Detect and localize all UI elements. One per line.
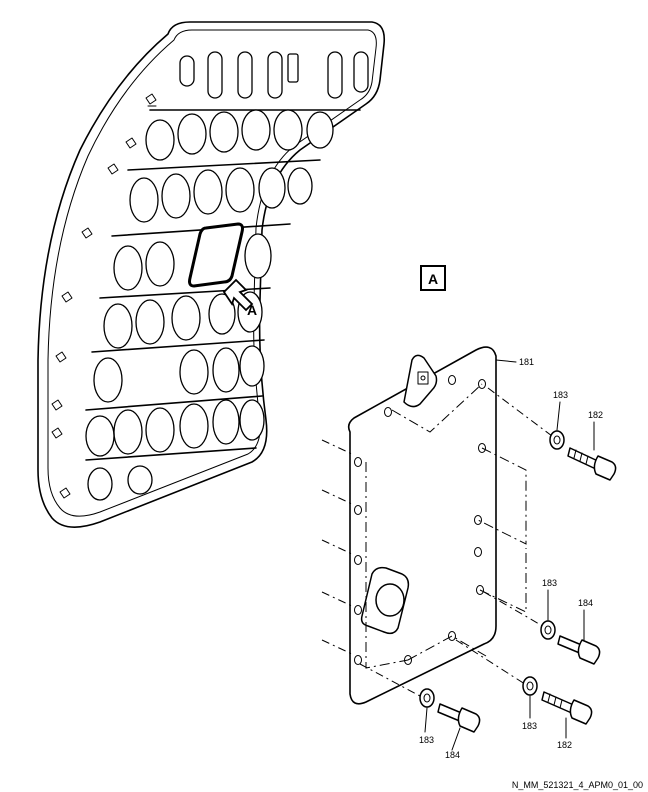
- callout-184-bottom-left: 184: [445, 750, 460, 760]
- bolt-182-top: [567, 447, 617, 481]
- callout-182-bottom-right: 182: [557, 740, 572, 750]
- seat-backrest-frame: A: [37, 21, 386, 528]
- callout-183-mid: 183: [542, 578, 557, 588]
- washer-183-bottom-right: [522, 676, 538, 696]
- round-button: [375, 583, 405, 617]
- view-label: A: [428, 271, 438, 287]
- side-clips: [51, 93, 157, 499]
- washer-183-mid: [540, 620, 556, 640]
- top-bracket: [403, 354, 438, 408]
- alignment-lines: [321, 387, 553, 697]
- top-slots: [179, 51, 369, 99]
- view-arrow: [222, 278, 254, 312]
- arrow-label: A: [247, 302, 257, 318]
- cover-panel: [347, 346, 527, 705]
- callout-184-mid: 184: [578, 598, 593, 608]
- washer-183-bottom-left: [419, 688, 435, 708]
- bolt-184-mid: [557, 635, 601, 665]
- view-a-label-box: A: [420, 265, 446, 291]
- reference-code: N_MM_521321_4_APM0_01_00: [512, 780, 643, 790]
- washer-183-top: [549, 430, 565, 450]
- callout-183-bottom-right: 183: [522, 721, 537, 731]
- bolt-182-bottom-right: [541, 691, 593, 725]
- mounting-holes: [354, 375, 486, 665]
- callout-182-top: 182: [588, 410, 603, 420]
- honeycomb-grid: [85, 109, 361, 501]
- callout-181: 181: [519, 357, 534, 367]
- cover-opening: [188, 222, 244, 288]
- callout-183-bottom-left: 183: [419, 735, 434, 745]
- callout-183-top: 183: [553, 390, 568, 400]
- callouts: 181 183 182 183 184 183 184 183 182: [419, 357, 603, 760]
- bolt-184-bottom-left: [437, 703, 481, 733]
